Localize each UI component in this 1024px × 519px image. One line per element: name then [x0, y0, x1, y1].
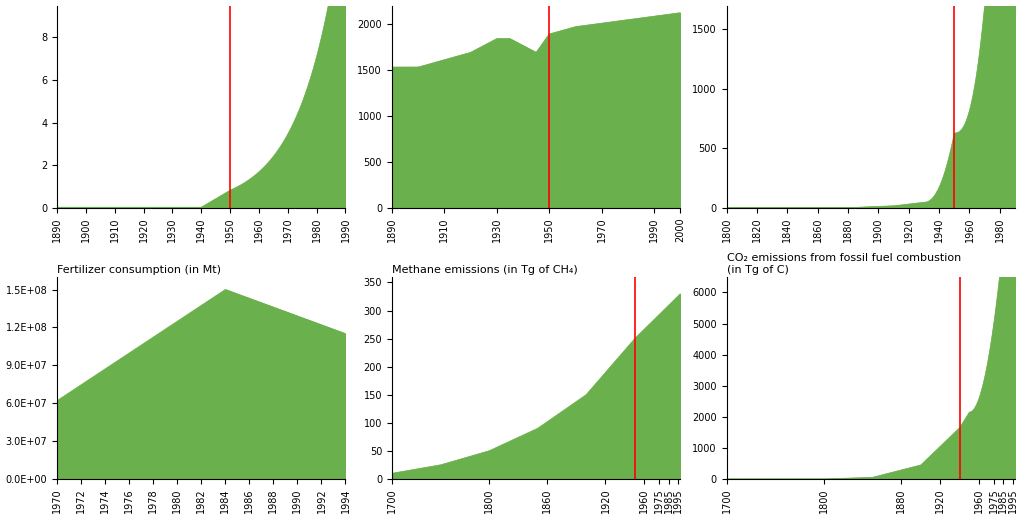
Text: CO₂ emissions from fossil fuel combustion
(in Tg of C): CO₂ emissions from fossil fuel combustio…: [727, 253, 961, 275]
Text: Methane emissions (in Tg of CH₄): Methane emissions (in Tg of CH₄): [392, 265, 578, 275]
Text: Fertilizer consumption (in Mt): Fertilizer consumption (in Mt): [57, 265, 221, 275]
